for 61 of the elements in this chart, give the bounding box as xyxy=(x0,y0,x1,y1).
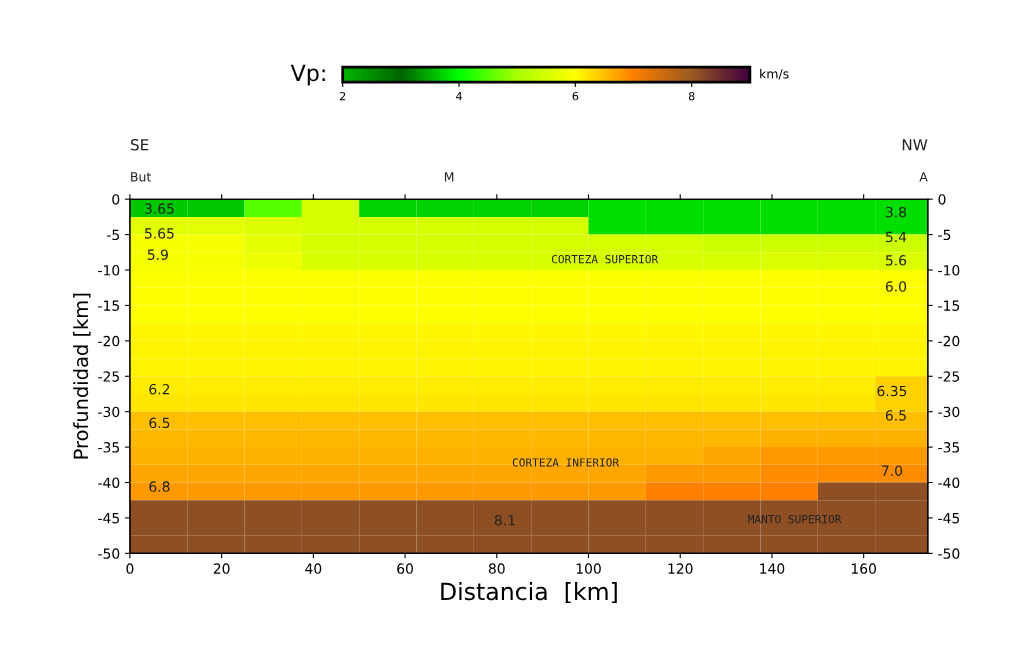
annotation: 5.6 xyxy=(885,255,907,266)
annotation: 6.8 xyxy=(149,481,170,492)
color-bar-label: 4 xyxy=(456,92,462,101)
y-tick-label: -35 xyxy=(98,442,119,453)
annotation: 6.0 xyxy=(885,281,907,292)
annotation: 5.9 xyxy=(147,249,168,260)
x-tick-label: 100 xyxy=(576,563,601,574)
y-tick-label: -40 xyxy=(98,477,120,488)
y-tick-label: -50 xyxy=(98,548,120,559)
x-tick-label: 80 xyxy=(488,563,505,574)
color-bar-title: km/s xyxy=(760,68,789,80)
y2-tick-label: -40 xyxy=(938,477,960,488)
annotation: 6.5 xyxy=(149,417,170,429)
annotation: CORTEZA SUPERIOR xyxy=(551,254,659,264)
y2-tick-label: -10 xyxy=(938,265,960,276)
annotation: 6.2 xyxy=(149,383,170,395)
x-tick-label: 160 xyxy=(851,563,876,574)
annotation: 3.65 xyxy=(145,203,174,214)
x-tick-label: 120 xyxy=(668,563,693,574)
y2-tick-label: -35 xyxy=(938,442,960,453)
y-tick-label: -10 xyxy=(98,265,120,276)
y2-tick-label: 0 xyxy=(938,194,946,205)
annotation: 6.5 xyxy=(885,410,906,421)
text: M xyxy=(444,172,454,182)
y2-tick-label: -5 xyxy=(938,229,951,241)
x-axis-title: Distancia [km] xyxy=(441,582,617,604)
y-tick-label: -45 xyxy=(98,513,119,524)
y2-tick-label: -30 xyxy=(938,406,960,418)
y2-tick-label: -25 xyxy=(938,371,960,382)
y-tick-label: -20 xyxy=(98,335,120,347)
y-tick-label: -15 xyxy=(98,300,119,311)
annotation: 8.1 xyxy=(494,515,515,526)
y2-tick-label: -20 xyxy=(938,335,960,347)
x-tick-label: 20 xyxy=(213,563,230,574)
text: NW xyxy=(902,139,928,151)
y-axis-title: Profundidad [km] xyxy=(73,293,91,459)
color-bar-label: 2 xyxy=(339,91,346,101)
y2-tick-label: -45 xyxy=(938,513,960,524)
text: But xyxy=(131,172,152,182)
annotation: 7.0 xyxy=(882,465,903,476)
y-tick-label: -30 xyxy=(98,406,120,418)
y2-tick-label: -15 xyxy=(938,300,960,311)
y2-tick-label: -50 xyxy=(938,548,960,559)
y-tick-label: -5 xyxy=(107,229,119,241)
chart-title: Vp: xyxy=(290,64,325,86)
annotation: 3.8 xyxy=(885,206,907,218)
annotation: MANTO SUPERIOR xyxy=(748,514,842,524)
x-tick-label: 140 xyxy=(760,563,785,574)
annotation: 6.35 xyxy=(877,385,907,397)
annotation: 5.4 xyxy=(885,231,907,243)
x-tick-label: 0 xyxy=(126,563,134,574)
color-bar-label: 6 xyxy=(572,91,579,101)
text: A xyxy=(919,172,928,182)
annotation: CORTEZA INFERIOR xyxy=(512,458,620,467)
text: SE xyxy=(130,138,149,151)
annotation: 5.65 xyxy=(145,228,174,239)
color-bar-label: 8 xyxy=(688,91,695,101)
y-tick-label: -25 xyxy=(98,371,119,382)
x-tick-label: 40 xyxy=(305,563,322,574)
x-tick-label: 60 xyxy=(397,563,413,574)
y-tick-label: 0 xyxy=(112,194,120,205)
